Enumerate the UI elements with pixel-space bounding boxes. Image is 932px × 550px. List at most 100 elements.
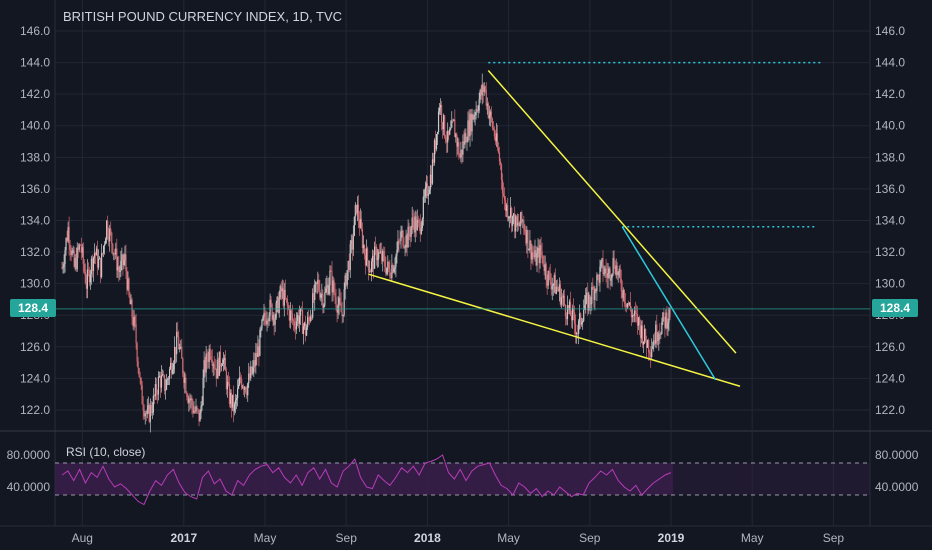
candle-body <box>288 308 290 321</box>
candle-body <box>160 375 163 388</box>
candle-body <box>243 386 245 390</box>
candle-body <box>348 260 350 270</box>
candle-body <box>135 323 137 344</box>
candle-body <box>538 247 540 264</box>
candle-body <box>506 205 509 218</box>
candle-body <box>307 317 309 328</box>
candle-body <box>88 270 91 283</box>
candle-body <box>336 307 338 313</box>
candle-body <box>444 115 446 137</box>
candle-body <box>263 312 265 317</box>
candle-layer <box>61 73 671 433</box>
candle-body <box>508 217 510 219</box>
candle-body <box>201 404 203 407</box>
candle-body <box>597 274 599 276</box>
candle-body <box>83 263 85 272</box>
candle-body <box>352 235 354 250</box>
candle-body <box>589 294 591 304</box>
candle-body <box>244 387 246 390</box>
candle-body <box>557 288 559 292</box>
candle-body <box>134 316 136 324</box>
candle-body <box>556 286 558 289</box>
candle-body <box>458 142 460 157</box>
candle-body <box>481 84 483 96</box>
candle-body <box>266 320 268 325</box>
candle-body <box>67 227 69 241</box>
candle-body <box>646 341 648 348</box>
rsi-tick-right: 80.0000 <box>875 448 919 462</box>
candle-body <box>567 305 570 310</box>
candle-body <box>657 339 659 341</box>
drawing-layer[interactable] <box>55 61 870 387</box>
candle-body <box>344 275 346 290</box>
candle-body <box>560 297 562 305</box>
candle-body <box>284 289 286 299</box>
candle-body <box>333 280 335 293</box>
candle-body <box>128 278 130 296</box>
candle-body <box>167 378 170 380</box>
candle-body <box>630 309 633 318</box>
candle-body <box>320 294 322 298</box>
candle-body <box>639 324 642 339</box>
candle-body <box>144 413 146 417</box>
candle-body <box>401 230 403 232</box>
candle-body <box>512 215 514 226</box>
candle-body <box>654 340 656 344</box>
candle-body <box>662 312 664 323</box>
candle-body <box>494 136 497 142</box>
candle-body <box>576 333 578 335</box>
candle-body <box>202 377 204 405</box>
candle-body <box>537 247 539 253</box>
candle-body <box>534 250 536 258</box>
time-tick: 2019 <box>658 531 685 545</box>
candle-body <box>314 284 316 300</box>
candle-body <box>218 351 220 376</box>
candle-body <box>502 193 505 196</box>
candle-body <box>550 281 552 290</box>
candle-body <box>172 369 174 374</box>
candle-body <box>581 322 583 325</box>
candle-body <box>159 375 162 388</box>
candle-body <box>272 314 274 320</box>
candle-body <box>364 255 367 266</box>
candle-body <box>225 370 228 390</box>
candle-body <box>313 293 315 300</box>
candle-body <box>391 264 393 278</box>
candle-body <box>384 255 386 267</box>
candle-body <box>188 398 190 403</box>
candle-body <box>107 220 109 236</box>
candle-body <box>478 99 480 111</box>
candle-body <box>593 288 595 300</box>
candle-body <box>61 267 63 269</box>
candle-body <box>457 142 459 147</box>
candle-body <box>146 409 148 415</box>
candle-body <box>516 216 518 226</box>
candle-body <box>517 222 519 226</box>
candle-body <box>572 307 575 313</box>
candle-body <box>273 314 275 325</box>
candle-body <box>474 115 476 116</box>
candle-body <box>382 250 384 262</box>
candle-body <box>530 240 532 260</box>
candle-body <box>247 383 249 396</box>
candle-body <box>193 410 195 413</box>
trendline[interactable] <box>368 273 741 387</box>
candle-body <box>446 141 448 143</box>
candle-body <box>491 118 493 128</box>
candle-body <box>585 295 587 306</box>
candle-body <box>648 339 650 353</box>
candle-body <box>289 310 291 321</box>
candle-body <box>220 365 222 367</box>
candle-body <box>349 244 351 270</box>
candle-body <box>479 90 481 100</box>
candle-body <box>93 253 96 258</box>
candle-body <box>601 258 603 262</box>
candle-body <box>644 329 646 342</box>
candle-body <box>72 250 74 252</box>
trendline[interactable] <box>621 226 717 381</box>
candle-body <box>375 246 377 248</box>
trendline[interactable] <box>487 69 737 354</box>
candle-body <box>303 322 306 327</box>
candle-body <box>68 227 70 245</box>
